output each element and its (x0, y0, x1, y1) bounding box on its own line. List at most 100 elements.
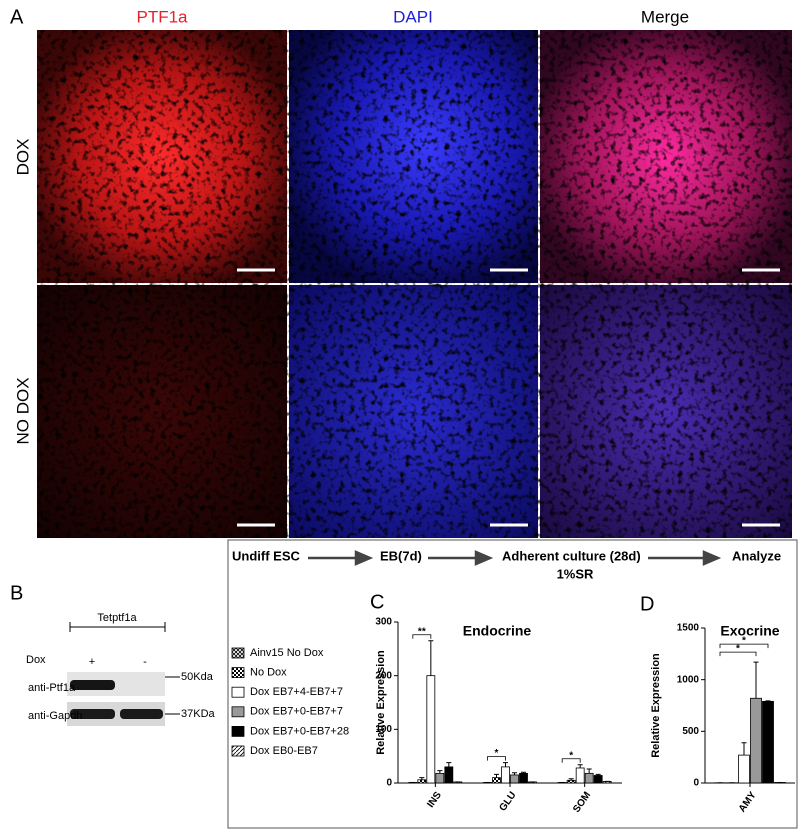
bar (492, 777, 501, 784)
antibody: anti-Ptf1a (28, 682, 76, 694)
significance-bracket (412, 634, 432, 639)
bar (510, 774, 519, 784)
x-tick-label: AMY (737, 790, 759, 815)
band (70, 709, 115, 719)
legend-swatch (231, 686, 245, 698)
lane-label: - (143, 656, 147, 668)
significance: ** (418, 626, 426, 637)
protocol-box (227, 539, 798, 829)
cell-texture (37, 30, 792, 538)
significance-bracket (487, 756, 506, 761)
legend-swatch (231, 706, 245, 718)
error-bar (595, 773, 601, 776)
legend-label: Dox EB7+0-EB7+7 (250, 706, 343, 718)
scale-bars (237, 268, 780, 527)
error-bar (577, 764, 583, 768)
y-tick-label: 0 (693, 778, 699, 789)
protocol-note: 1%SR (557, 566, 594, 581)
chart-title: Exocrine (720, 623, 779, 639)
legend-swatch (231, 745, 245, 757)
protocol-step: Adherent culture (28d) (502, 548, 641, 563)
x-tick-label: SOM (571, 790, 593, 815)
y-tick-label: 300 (375, 617, 392, 628)
band (70, 680, 115, 690)
construct: Tetptf1a (97, 612, 137, 624)
bar (566, 779, 576, 784)
legend-swatch (231, 726, 245, 737)
x-tick-label: INS (425, 790, 444, 810)
bar (417, 779, 427, 784)
legend-label: Dox EB0-EB7 (250, 745, 318, 757)
chart-title: Endocrine (463, 623, 532, 639)
error-bar (494, 773, 499, 778)
y-tick-label: 1500 (677, 623, 700, 634)
y-tick-label: 100 (375, 724, 392, 735)
micrographs (37, 30, 792, 538)
protocol: Undiff ESC EB(7d) Adherent culture (28d)… (232, 548, 781, 581)
size-marker: 37KDa (181, 708, 216, 720)
legend-label: Dox EB7+0-EB7+28 (250, 725, 349, 737)
error-bar (512, 772, 517, 775)
y-tick-label: 0 (386, 778, 392, 789)
legend-label: No Dox (250, 667, 287, 679)
error-bar (586, 768, 592, 774)
protocol-step: Undiff ESC (232, 548, 300, 563)
row-label: NO DOX (13, 377, 32, 444)
column-header: DAPI (393, 7, 433, 26)
bar (435, 772, 445, 784)
y-tick-label: 1000 (677, 674, 700, 685)
legend-label: Ainv15 No Dox (250, 647, 324, 659)
error-bar (568, 778, 574, 781)
error-bar (437, 770, 443, 774)
bar (750, 697, 762, 784)
significance-bracket (719, 651, 757, 657)
error-bar (753, 661, 759, 699)
significance: * (569, 750, 573, 761)
y-axis-label: Relative Expression (375, 650, 387, 755)
panel-label: C (370, 591, 384, 613)
row-label: DOX (13, 139, 32, 176)
bar (426, 675, 436, 784)
error-bar (741, 742, 747, 756)
error-bar (765, 700, 771, 702)
significance-bracket (719, 643, 769, 649)
antibody: anti-Gapdh (28, 710, 82, 722)
bar (575, 767, 585, 784)
legend-swatch (231, 667, 245, 678)
bar (501, 766, 510, 784)
bar (444, 766, 454, 784)
error-bar (428, 640, 434, 676)
size-marker: 50Kda (181, 671, 214, 683)
panel-label: A (10, 6, 24, 28)
error-bar (419, 777, 425, 780)
bar (593, 775, 603, 784)
bar (762, 700, 774, 784)
significance: * (736, 644, 740, 655)
column-header: PTF1a (136, 7, 188, 26)
charts: C Endocrine Relative Expression 0 100 200 300 I… (231, 591, 795, 815)
legend-label: Dox EB7+4-EB7+7 (250, 686, 343, 698)
bar (519, 772, 528, 784)
lane-label: + (89, 656, 95, 668)
significance-bracket (561, 758, 581, 763)
protocol-step: Analyze (732, 548, 781, 563)
column-header: Merge (641, 7, 689, 26)
band (120, 709, 163, 719)
y-axis-label: Relative Expression (650, 653, 662, 758)
treatment: Dox (26, 654, 46, 666)
y-tick-label: 200 (375, 670, 392, 681)
panel-label: D (640, 593, 654, 615)
significance: * (495, 748, 499, 759)
x-tick-label: GLU (498, 790, 519, 814)
legend-swatch (231, 647, 245, 659)
bar (584, 772, 594, 784)
error-bar (521, 771, 526, 774)
panel-label: B (10, 582, 23, 604)
bar (738, 754, 750, 784)
error-bar (446, 762, 452, 767)
error-bar (503, 762, 508, 767)
significance: * (742, 636, 746, 647)
protocol-step: EB(7d) (380, 548, 422, 563)
y-tick-label: 500 (682, 726, 699, 737)
